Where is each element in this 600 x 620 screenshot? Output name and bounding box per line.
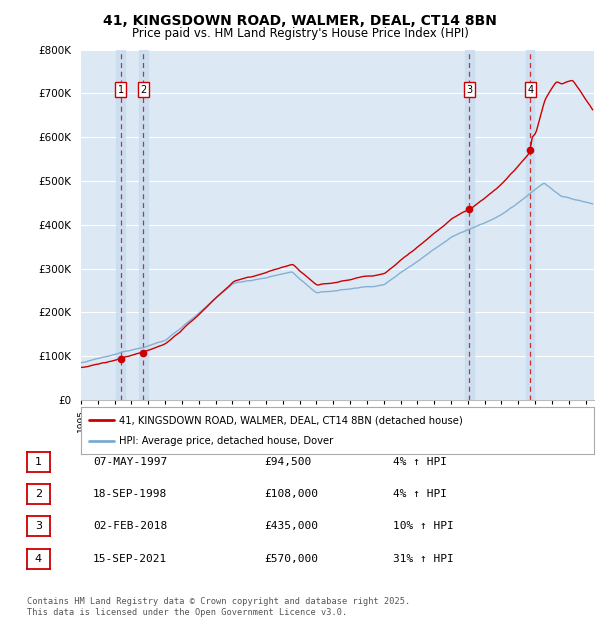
Bar (139, 50, 148, 400)
Text: £94,500: £94,500 (264, 457, 311, 467)
Text: 3: 3 (35, 521, 42, 531)
Text: 31% ↑ HPI: 31% ↑ HPI (393, 554, 454, 564)
Text: 4: 4 (35, 554, 42, 564)
Text: 2: 2 (35, 489, 42, 499)
Text: £435,000: £435,000 (264, 521, 318, 531)
Text: £108,000: £108,000 (264, 489, 318, 499)
Bar (526, 50, 535, 400)
Text: HPI: Average price, detached house, Dover: HPI: Average price, detached house, Dove… (119, 436, 334, 446)
Text: 10% ↑ HPI: 10% ↑ HPI (393, 521, 454, 531)
Bar (116, 50, 125, 400)
Text: 4: 4 (527, 85, 533, 95)
Text: Contains HM Land Registry data © Crown copyright and database right 2025.
This d: Contains HM Land Registry data © Crown c… (27, 598, 410, 617)
Text: 1: 1 (118, 85, 124, 95)
Bar (465, 50, 473, 400)
Text: 15-SEP-2021: 15-SEP-2021 (93, 554, 167, 564)
Text: 41, KINGSDOWN ROAD, WALMER, DEAL, CT14 8BN (detached house): 41, KINGSDOWN ROAD, WALMER, DEAL, CT14 8… (119, 415, 463, 425)
Text: 2: 2 (140, 85, 146, 95)
Text: 3: 3 (466, 85, 472, 95)
Text: £570,000: £570,000 (264, 554, 318, 564)
Text: 4% ↑ HPI: 4% ↑ HPI (393, 457, 447, 467)
Text: Price paid vs. HM Land Registry's House Price Index (HPI): Price paid vs. HM Land Registry's House … (131, 27, 469, 40)
Text: 4% ↑ HPI: 4% ↑ HPI (393, 489, 447, 499)
Text: 07-MAY-1997: 07-MAY-1997 (93, 457, 167, 467)
Text: 18-SEP-1998: 18-SEP-1998 (93, 489, 167, 499)
Text: 41, KINGSDOWN ROAD, WALMER, DEAL, CT14 8BN: 41, KINGSDOWN ROAD, WALMER, DEAL, CT14 8… (103, 14, 497, 28)
Text: 1: 1 (35, 457, 42, 467)
Text: 02-FEB-2018: 02-FEB-2018 (93, 521, 167, 531)
